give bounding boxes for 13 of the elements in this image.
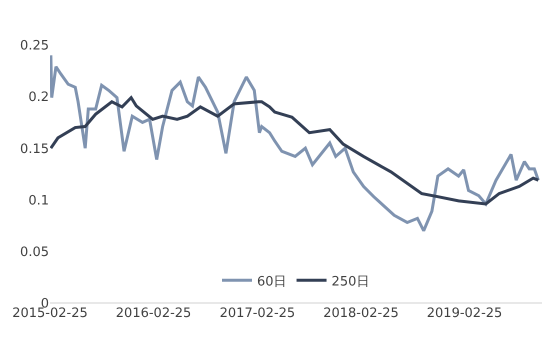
y-tick-label: 0.2 (28, 90, 49, 106)
line-series (50, 96, 540, 206)
x-tick-label: 2016-02-25 (116, 306, 192, 321)
legend-label: 60日 (257, 274, 287, 290)
x-tick-label: 2018-02-25 (323, 306, 399, 321)
legend-label: 250日 (332, 274, 370, 290)
y-tick-label: 0.05 (20, 244, 49, 260)
y-tick-label: 0.1 (28, 193, 49, 208)
y-tick-label: 0.15 (20, 142, 49, 157)
x-tick-label: 2019-02-25 (426, 306, 502, 321)
x-tick-label: 2017-02-25 (220, 306, 296, 321)
line-series (50, 54, 540, 232)
y-tick-label: 0.25 (20, 38, 49, 54)
